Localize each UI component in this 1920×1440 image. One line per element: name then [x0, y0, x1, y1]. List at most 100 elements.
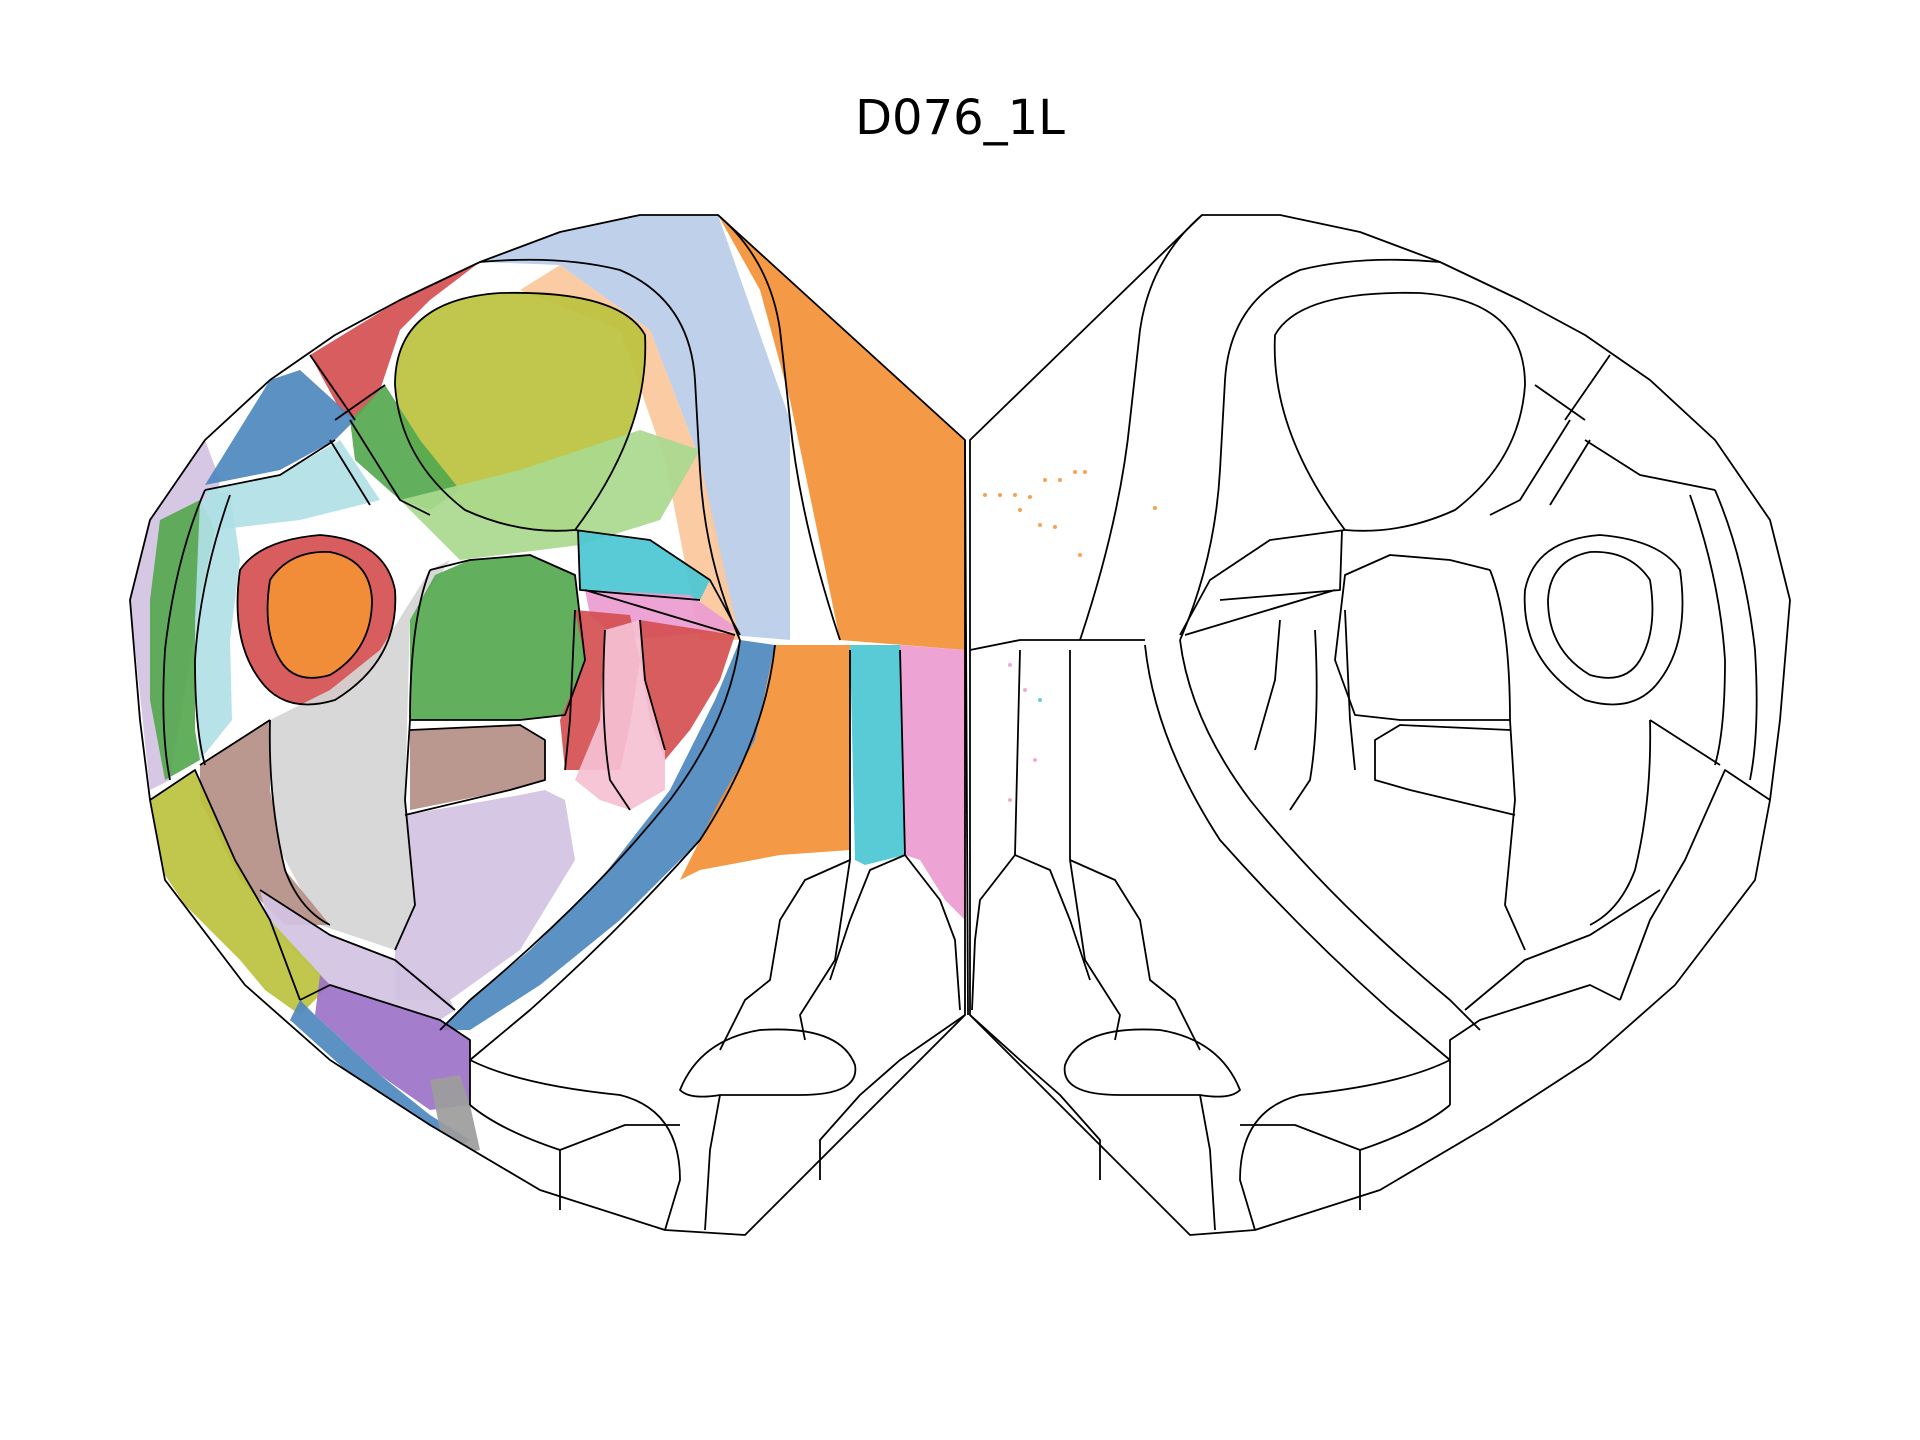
- region-olive-lower: [150, 770, 330, 1015]
- left-outline-pink-light: [602, 629, 631, 811]
- region-light-pink: [575, 620, 665, 810]
- left-outline-ventral-6: [819, 1014, 966, 1180]
- region-purple: [315, 975, 470, 1110]
- right-outline-ventral-1: [1069, 650, 1121, 1041]
- left-outline-red-ring: [236, 534, 397, 706]
- scatter-point: [1053, 525, 1057, 529]
- region-dark-grey: [430, 1075, 480, 1155]
- right-outline-lower-2: [1374, 724, 1516, 816]
- region-lilac-lower: [260, 890, 455, 1020]
- region-light-cyan-lateral: [195, 490, 240, 760]
- left-outline-ventral-3: [719, 859, 851, 1051]
- left-outline-grey-central: [394, 569, 431, 951]
- scatter-point: [1043, 478, 1047, 482]
- scatter-point: [983, 493, 987, 497]
- left-outline-brown-top: [199, 719, 331, 926]
- region-fills: [130, 215, 965, 1155]
- left-outline-mid-horizontal: [574, 529, 741, 636]
- scatter-point: [1023, 688, 1027, 692]
- scatter-point: [1153, 506, 1157, 510]
- right-outline-lower-3: [1464, 889, 1661, 1011]
- left-outline-lilac-lower: [259, 889, 456, 1011]
- region-blue-lower-strip: [290, 1000, 470, 1150]
- right-outline-ring: [1523, 534, 1684, 706]
- midline: [964, 439, 969, 1016]
- region-orange-lower: [680, 645, 850, 880]
- right-outline-central-2: [1489, 569, 1526, 951]
- scatter-points: [983, 470, 1157, 802]
- right-outline-mid-1: [1254, 609, 1356, 771]
- scatter-point: [998, 493, 1002, 497]
- right-outline-dorsal-arc: [1179, 258, 1441, 641]
- left-outline-ventral-2: [899, 649, 961, 1011]
- left-outline-blue-diagonal-2: [469, 644, 776, 1061]
- left-outline-lower-band: [469, 1059, 681, 1231]
- right-outline-dorsal-arc-2: [1079, 214, 1203, 641]
- right-outline-dorsal-2: [1564, 354, 1611, 421]
- region-red-dorsal: [310, 262, 480, 420]
- right-outline-diagonal-2: [1144, 644, 1451, 1061]
- left-outline-orange-inner: [266, 551, 373, 679]
- region-pink-lower: [900, 645, 965, 920]
- region-grey-central: [270, 560, 450, 950]
- right-outline-dorsal-1: [1489, 384, 1586, 516]
- right-outline-wedge: [1549, 439, 1716, 506]
- region-light-green: [400, 430, 700, 560]
- region-outlines: [129, 214, 1791, 1236]
- region-green-central: [410, 555, 585, 720]
- region-lilac-central: [395, 790, 575, 1000]
- right-outline-ventral-5: [1199, 1094, 1361, 1231]
- right-outline-ventral-3: [1069, 859, 1201, 1051]
- region-blue-diagonal: [440, 640, 775, 1030]
- right-outline-ring-inner: [1547, 551, 1654, 679]
- right-outline-top-notch: [969, 639, 1145, 651]
- left-outline-olive-lower: [149, 769, 301, 1001]
- left-outline-dorsal-arc-2: [717, 214, 841, 641]
- right-outline-ventral-2: [971, 649, 1021, 1011]
- left-outline-red-mid: [564, 609, 666, 771]
- right-outline-oval: [1273, 291, 1526, 532]
- right-outline-lower-band: [1239, 1059, 1451, 1231]
- scatter-point: [1008, 798, 1012, 802]
- right-outline-lateral-band-2: [1689, 494, 1726, 766]
- scatter-point: [1013, 493, 1017, 497]
- scatter-point: [1018, 508, 1022, 512]
- left-outline-green-central: [410, 554, 586, 721]
- scatter-point: [1008, 663, 1012, 667]
- scatter-point: [1083, 470, 1087, 474]
- left-outline-lateral-band-1: [162, 489, 206, 781]
- region-blue-dorsolateral: [205, 370, 355, 485]
- scatter-point: [1028, 495, 1032, 499]
- left-outline-lateral-band-2: [194, 494, 231, 766]
- right-outline-lower-5: [1449, 984, 1621, 1105]
- left-outline-dorsolateral-wedge: [204, 439, 371, 506]
- region-red-mid-2: [640, 620, 735, 760]
- left-outline-olive-oval: [394, 291, 647, 532]
- right-outline-mid-horizontal: [1179, 529, 1346, 636]
- left-outline-ventral-5: [559, 1094, 721, 1231]
- region-cyan-mid: [578, 530, 710, 600]
- left-hemisphere-outline: [129, 214, 966, 1236]
- right-outline-diagonal-1: [1179, 639, 1481, 1031]
- right-outline-mid-2: [1289, 629, 1318, 811]
- right-outline-central: [1334, 554, 1510, 721]
- scatter-point: [1038, 523, 1042, 527]
- right-outline-lower-1: [1589, 719, 1721, 926]
- left-outline-purple: [299, 984, 471, 1105]
- right-outline-ventral-4: [1014, 854, 1091, 981]
- right-outline-lower-band-2: [1359, 1104, 1451, 1210]
- right-outline-bottom-blob: [1063, 1028, 1241, 1098]
- left-outline-bottom-blob: [679, 1028, 857, 1098]
- scatter-point: [1033, 758, 1037, 762]
- right-outline-lower-4: [1619, 769, 1771, 1001]
- region-orange-inner: [267, 551, 372, 678]
- figure-title: D076_1L: [855, 90, 1065, 146]
- left-outline-red-dorsal: [309, 354, 356, 421]
- left-outline-blue-diagonal-1: [439, 639, 741, 1031]
- left-outline-ventral-4: [829, 854, 906, 981]
- right-outline-ventral-6: [969, 1014, 1101, 1180]
- region-brown: [200, 720, 330, 925]
- scatter-point: [1073, 470, 1077, 474]
- left-outline-lower-band-2: [469, 1104, 561, 1210]
